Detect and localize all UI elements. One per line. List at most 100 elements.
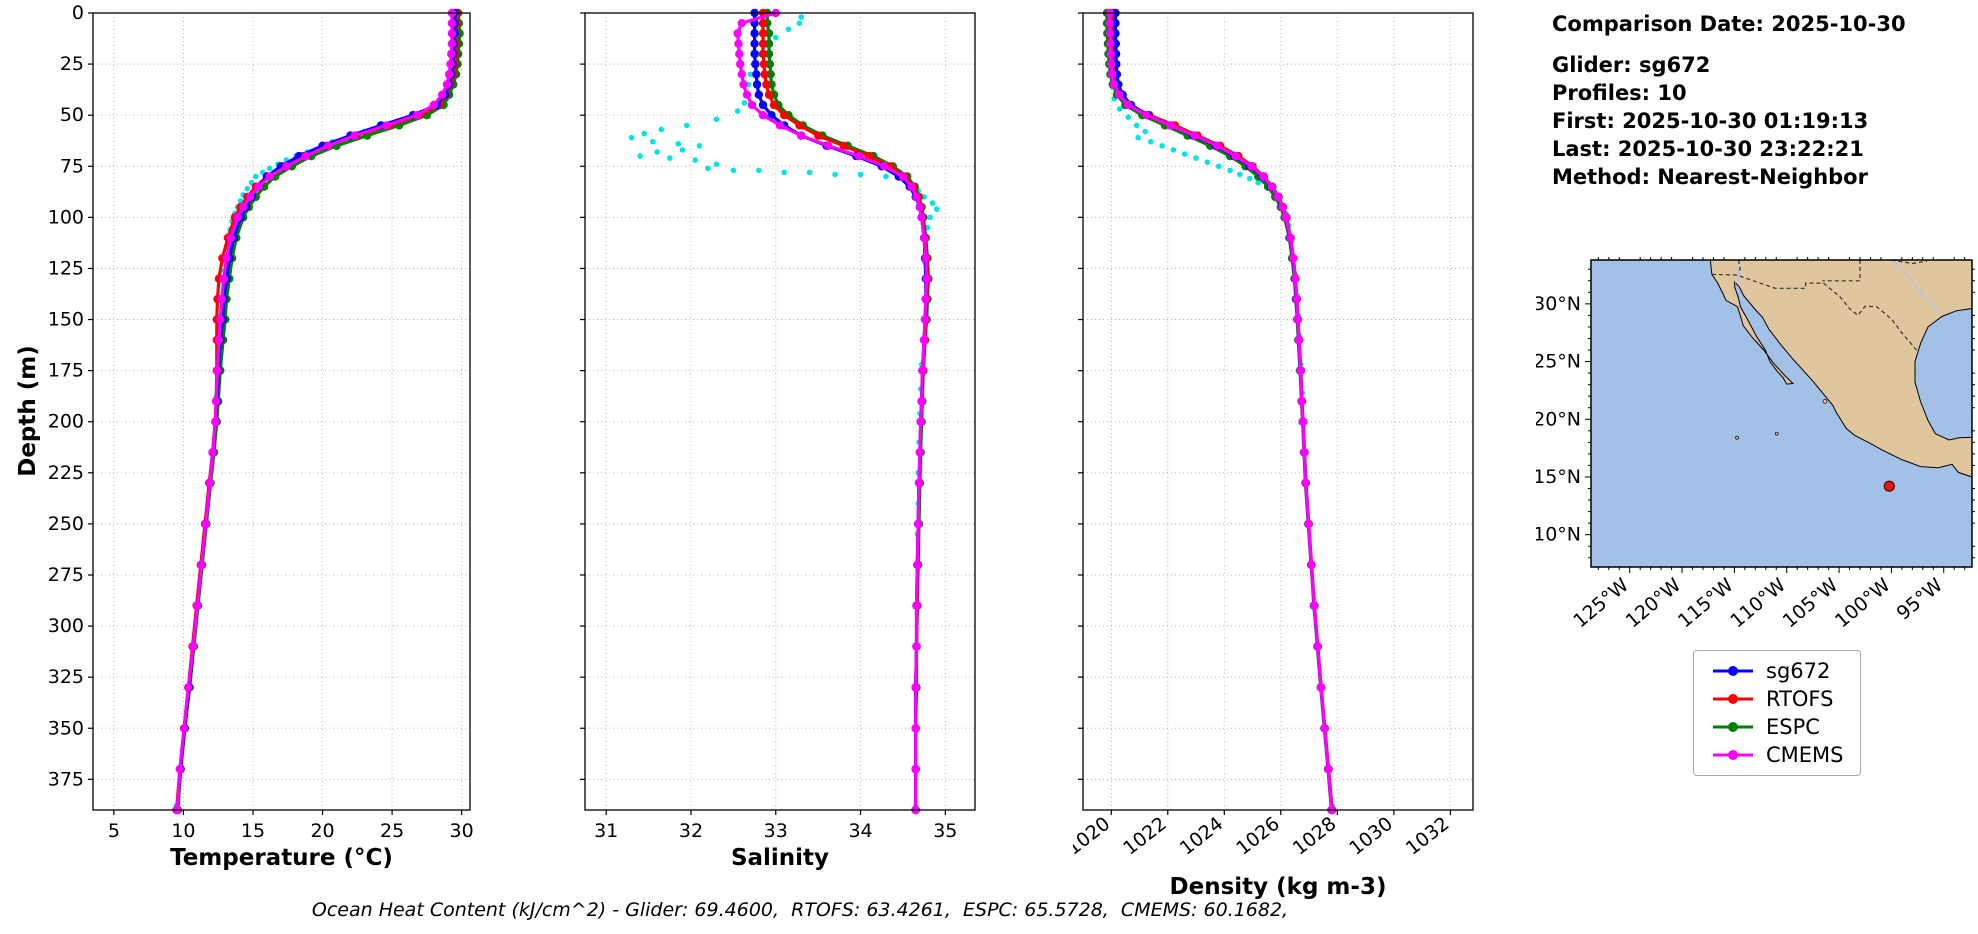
map-river bbox=[1734, 260, 1740, 284]
svg-text:1030: 1030 bbox=[1345, 813, 1397, 860]
svg-text:250: 250 bbox=[48, 513, 84, 535]
svg-text:300: 300 bbox=[48, 615, 84, 637]
series-CMEMS bbox=[1105, 8, 1336, 815]
svg-text:150: 150 bbox=[48, 309, 84, 331]
info-spacer bbox=[1552, 38, 1906, 51]
svg-text:25: 25 bbox=[60, 53, 84, 75]
svg-text:5: 5 bbox=[108, 820, 120, 842]
svg-text:30°N: 30°N bbox=[1536, 293, 1581, 315]
svg-text:95°W: 95°W bbox=[1893, 574, 1947, 625]
legend-marker-rtofs bbox=[1713, 694, 1753, 704]
x-tick-labels: 5 10 15 20 25 30 bbox=[108, 820, 474, 842]
glider-location-marker bbox=[1883, 480, 1895, 492]
map-border-dashed bbox=[1737, 259, 1741, 274]
density-axis-label: Density (kg m-3) bbox=[1169, 874, 1387, 900]
series-sg672 bbox=[750, 8, 930, 815]
first-profile-time-text: First: 2025-10-30 01:19:13 bbox=[1552, 109, 1869, 133]
svg-text:275: 275 bbox=[48, 564, 84, 586]
svg-text:15°N: 15°N bbox=[1536, 466, 1581, 488]
map-gulf-of-mexico bbox=[1914, 307, 1973, 441]
svg-text:1022: 1022 bbox=[1119, 813, 1171, 860]
svg-text:34: 34 bbox=[848, 820, 872, 842]
svg-text:20°N: 20°N bbox=[1536, 408, 1581, 430]
svg-text:1026: 1026 bbox=[1232, 813, 1284, 860]
svg-text:1028: 1028 bbox=[1289, 813, 1341, 860]
axis-ticks bbox=[1078, 12, 1451, 815]
svg-text:15: 15 bbox=[241, 820, 265, 842]
svg-text:175: 175 bbox=[48, 360, 84, 382]
series-RTOFS bbox=[758, 8, 932, 815]
svg-text:325: 325 bbox=[48, 666, 84, 688]
legend-item-rtofs: RTOFS bbox=[1710, 687, 1844, 711]
series-CMEMS bbox=[733, 8, 931, 815]
gridlines bbox=[585, 12, 975, 810]
map-island bbox=[1774, 431, 1779, 436]
gridlines bbox=[93, 12, 470, 810]
map-frame bbox=[1590, 259, 1973, 568]
svg-text:35: 35 bbox=[933, 820, 957, 842]
svg-text:0: 0 bbox=[72, 2, 84, 24]
svg-text:225: 225 bbox=[48, 462, 84, 484]
method-text: Method: Nearest-Neighbor bbox=[1552, 165, 1868, 189]
svg-text:125°W: 125°W bbox=[1569, 574, 1633, 632]
svg-text:33: 33 bbox=[764, 820, 788, 842]
svg-text:30: 30 bbox=[450, 820, 474, 842]
map-land bbox=[1709, 259, 1973, 478]
svg-text:25: 25 bbox=[380, 820, 404, 842]
svg-text:200: 200 bbox=[48, 411, 84, 433]
svg-text:375: 375 bbox=[48, 768, 84, 790]
series-CMEMS bbox=[173, 8, 457, 815]
y-tick-labels: 0 25 50 75 100 125 150 175 200 225 250 275 300 325 350… bbox=[48, 2, 84, 790]
series-ESPC bbox=[1102, 8, 1336, 815]
legend-item-cmems: CMEMS bbox=[1710, 743, 1844, 767]
plot-border bbox=[584, 12, 976, 811]
svg-text:20: 20 bbox=[310, 820, 334, 842]
svg-text:1020: 1020 bbox=[1073, 813, 1114, 860]
last-profile-time-text: Last: 2025-10-30 23:22:21 bbox=[1552, 137, 1864, 161]
x-tick-labels: 1020 1022 1024 1026 1028 1030 1032 bbox=[1073, 813, 1453, 860]
svg-text:50: 50 bbox=[60, 104, 84, 126]
legend-item-sg672: sg672 bbox=[1710, 659, 1844, 683]
svg-text:32: 32 bbox=[679, 820, 703, 842]
x-tick-labels: 31 32 33 34 35 bbox=[594, 820, 957, 842]
legend-marker-cmems bbox=[1713, 750, 1753, 760]
glider-scatter-series bbox=[628, 14, 940, 809]
legend-label: sg672 bbox=[1766, 659, 1831, 683]
legend-item-espc: ESPC bbox=[1710, 715, 1844, 739]
svg-text:1024: 1024 bbox=[1176, 813, 1228, 860]
comparison-date-text: Comparison Date: 2025-10-30 bbox=[1552, 12, 1906, 36]
plot-border bbox=[1082, 12, 1474, 811]
svg-text:31: 31 bbox=[594, 820, 618, 842]
map-border-dashed bbox=[1822, 260, 1861, 282]
density-profile-chart: 1020 1022 1024 1026 1028 1030 1032 bbox=[1073, 8, 1474, 860]
salinity-profile-chart: 31 32 33 34 35 bbox=[580, 8, 976, 842]
ocean-heat-content-note: Ocean Heat Content (kJ/cm^2) - Glider: 6… bbox=[311, 899, 1289, 921]
svg-text:110°W: 110°W bbox=[1726, 574, 1790, 632]
svg-text:105°W: 105°W bbox=[1779, 574, 1843, 632]
map-island bbox=[1822, 399, 1828, 404]
legend-marker-espc bbox=[1713, 722, 1753, 732]
depth-axis-label: Depth (m) bbox=[15, 345, 41, 477]
plot-border bbox=[92, 12, 471, 811]
info-panel: Comparison Date: 2025-10-30 Glider: sg67… bbox=[1552, 10, 1906, 191]
svg-text:75: 75 bbox=[60, 155, 84, 177]
axis-ticks bbox=[580, 12, 946, 815]
map-lat-labels: 30°N 25°N 20°N 15°N 10°N bbox=[1536, 293, 1581, 546]
svg-text:120°W: 120°W bbox=[1622, 574, 1686, 632]
glider-id-text: Glider: sg672 bbox=[1552, 53, 1711, 77]
legend-label: RTOFS bbox=[1766, 687, 1834, 711]
profiles-count-text: Profiles: 10 bbox=[1552, 81, 1687, 105]
gridlines bbox=[1083, 12, 1473, 810]
svg-text:125: 125 bbox=[48, 257, 84, 279]
svg-text:10: 10 bbox=[171, 820, 195, 842]
map-island bbox=[1735, 435, 1739, 440]
axis-ticks bbox=[88, 12, 463, 815]
location-map: 30°N 25°N 20°N 15°N 10°N 125°W120°W115°W110°W… bbox=[1536, 257, 1975, 632]
svg-text:10°N: 10°N bbox=[1536, 524, 1581, 546]
svg-text:1032: 1032 bbox=[1402, 813, 1454, 860]
temperature-profile-chart: 5 10 15 20 25 3002550751001251501752002252502… bbox=[48, 2, 474, 842]
legend-label: CMEMS bbox=[1766, 743, 1844, 767]
svg-text:350: 350 bbox=[48, 717, 84, 739]
